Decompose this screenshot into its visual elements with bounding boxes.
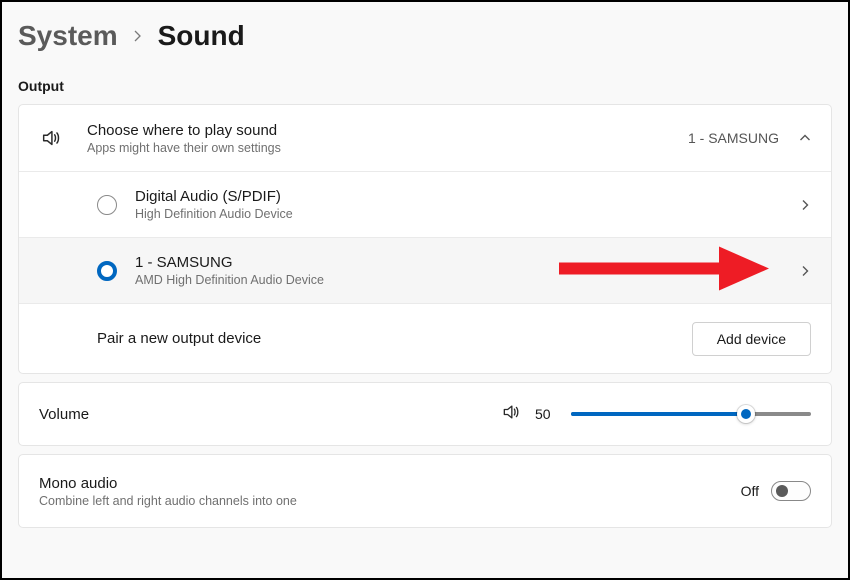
device-desc: High Definition Audio Device [135,207,799,221]
mono-audio-row[interactable]: Mono audio Combine left and right audio … [19,455,831,527]
breadcrumb: System Sound [2,2,848,56]
breadcrumb-parent[interactable]: System [18,20,118,52]
device-row-samsung[interactable]: 1 - SAMSUNG AMD High Definition Audio De… [19,237,831,303]
choose-output-subtitle: Apps might have their own settings [87,141,688,155]
mono-audio-subtitle: Combine left and right audio channels in… [39,494,741,508]
chevron-right-icon [132,25,144,48]
radio-selected-icon[interactable] [97,261,117,281]
choose-output-title: Choose where to play sound [87,122,688,139]
volume-label: Volume [39,406,501,423]
mono-audio-card: Mono audio Combine left and right audio … [18,454,832,528]
output-card: Choose where to play sound Apps might ha… [18,104,832,374]
device-name: 1 - SAMSUNG [135,254,799,271]
choose-output-row[interactable]: Choose where to play sound Apps might ha… [19,105,831,171]
volume-value: 50 [535,406,557,422]
current-device-label: 1 - SAMSUNG [688,130,779,146]
radio-unselected-icon[interactable] [97,195,117,215]
add-device-button[interactable]: Add device [692,322,811,356]
volume-slider[interactable] [571,404,811,424]
speaker-icon [39,127,63,149]
speaker-icon[interactable] [501,402,521,427]
pair-device-label: Pair a new output device [97,330,692,347]
toggle-state-label: Off [741,483,759,499]
volume-card: Volume 50 [18,382,832,446]
toggle-knob-icon [776,485,788,497]
device-desc: AMD High Definition Audio Device [135,273,799,287]
chevron-up-icon[interactable] [799,132,811,144]
output-section-label: Output [2,56,848,104]
volume-row: Volume 50 [19,383,831,445]
device-row-spdif[interactable]: Digital Audio (S/PDIF) High Definition A… [19,171,831,237]
chevron-right-icon[interactable] [799,265,811,277]
mono-audio-toggle[interactable] [771,481,811,501]
mono-audio-title: Mono audio [39,475,741,492]
chevron-right-icon[interactable] [799,199,811,211]
breadcrumb-current: Sound [158,20,245,52]
pair-device-row: Pair a new output device Add device [19,303,831,373]
device-name: Digital Audio (S/PDIF) [135,188,799,205]
